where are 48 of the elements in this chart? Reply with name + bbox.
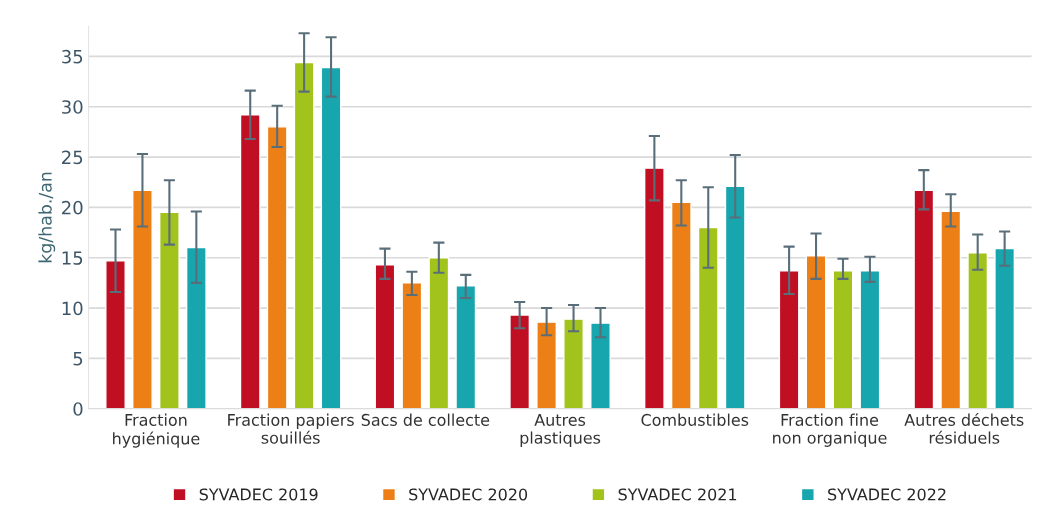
legend-label: SYVADEC 2019 [199, 488, 318, 501]
bar [724, 185, 746, 409]
y-tick-label: 15 [62, 251, 83, 265]
bar [670, 201, 692, 409]
x-tick-label: Autres déchets résiduels [904, 412, 1024, 444]
bar [428, 257, 450, 409]
x-tick-label: Autres plastiques [520, 414, 601, 447]
y-tick-label: 35 [62, 49, 83, 64]
bar [913, 189, 935, 409]
y-tick-label: 25 [62, 150, 83, 165]
bar [239, 114, 261, 409]
y-axis-title: kg/hab./an [38, 172, 56, 263]
legend-label: SYVADEC 2020 [409, 488, 528, 501]
bar [940, 210, 962, 409]
bar [563, 318, 584, 409]
bar [805, 255, 827, 409]
bar [697, 226, 719, 409]
legend-label: SYVADEC 2022 [828, 488, 946, 501]
x-tick-label: Combustibles [641, 413, 749, 426]
bar [374, 264, 396, 409]
x-tick-label: Fraction fine non organique [773, 413, 887, 447]
y-tick-label: 0 [73, 402, 83, 416]
legend-label: SYVADEC 2021 [618, 488, 737, 501]
bar [266, 126, 288, 409]
bar [185, 246, 207, 409]
x-tick-label: Sacs de collecte [361, 413, 490, 426]
y-tick-label: 20 [62, 200, 83, 215]
bar [643, 167, 665, 409]
x-tick-label: Fraction hygiénique [113, 413, 200, 448]
bar [455, 285, 477, 409]
y-tick-label: 5 [73, 352, 83, 366]
bar [401, 282, 423, 409]
bar [509, 314, 531, 409]
bar [967, 251, 989, 409]
bar [590, 322, 611, 409]
y-tick-label: 30 [62, 100, 83, 114]
bar [832, 270, 854, 409]
bar [132, 189, 153, 409]
bar [778, 270, 800, 409]
bar [293, 61, 315, 409]
bar [859, 270, 881, 409]
bar [159, 211, 180, 409]
bar [320, 66, 342, 409]
y-tick-label: 10 [62, 301, 83, 316]
bar [994, 247, 1016, 409]
bar [105, 260, 126, 409]
bar [536, 321, 557, 409]
x-tick-label: Fraction papiers souillés [228, 413, 354, 444]
